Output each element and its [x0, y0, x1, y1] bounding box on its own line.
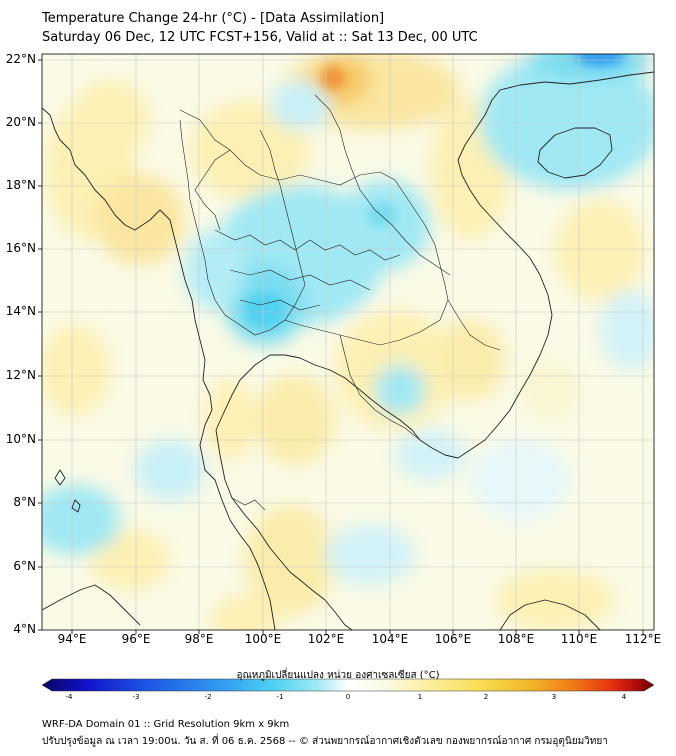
colorbar-tick: 0 [345, 693, 351, 701]
colorbar [41, 678, 655, 692]
colorbar-tick: -3 [132, 693, 140, 701]
colorbar-tick: -4 [65, 693, 73, 701]
lon-label: 98°E [184, 632, 214, 646]
colorbar-tick: -2 [204, 693, 212, 701]
country-borders [179, 94, 501, 511]
colorbar-tick: -1 [276, 693, 284, 701]
lon-label: 102°E [307, 632, 345, 646]
lat-label: 12°N [5, 368, 36, 382]
lat-label: 6°N [13, 559, 36, 573]
lat-label: 16°N [5, 241, 36, 255]
lat-label: 14°N [5, 304, 36, 318]
lat-label: 20°N [5, 115, 36, 129]
map-subtitle: Saturday 06 Dec, 12 UTC FCST+156, Valid … [42, 30, 478, 45]
footer-model-info: WRF-DA Domain 01 :: Grid Resolution 9km … [42, 719, 290, 730]
colorbar-tick: 1 [417, 693, 423, 701]
footer-credit: ปรับปรุงข้อมูล ณ เวลา 19:00น. วัน ส. ที่… [42, 736, 608, 747]
colorbar-tick: 3 [551, 693, 557, 701]
temperature-field [42, 54, 654, 630]
lon-label: 100°E [244, 632, 282, 646]
lon-label: 104°E [371, 632, 409, 646]
lat-label: 10°N [5, 432, 36, 446]
lon-label: 112°E [624, 632, 662, 646]
colorbar-tick: 2 [483, 693, 489, 701]
lat-label: 18°N [5, 178, 36, 192]
colorbar-tick: 4 [621, 693, 627, 701]
lat-label: 4°N [13, 622, 36, 636]
lon-label: 96°E [121, 632, 151, 646]
colorbar-title: อุณหภูมิเปลี่ยนแปลง หน่วย องศาเซลเซียส (… [236, 670, 440, 681]
coastline [42, 71, 654, 630]
lon-label: 110°E [560, 632, 598, 646]
lon-label: 106°E [434, 632, 472, 646]
lat-label: 8°N [13, 495, 36, 509]
lon-label: 108°E [497, 632, 535, 646]
lon-label: 94°E [57, 632, 87, 646]
map-title: Temperature Change 24-hr (°C) - [Data As… [42, 11, 385, 26]
lat-label: 22°N [5, 52, 36, 66]
